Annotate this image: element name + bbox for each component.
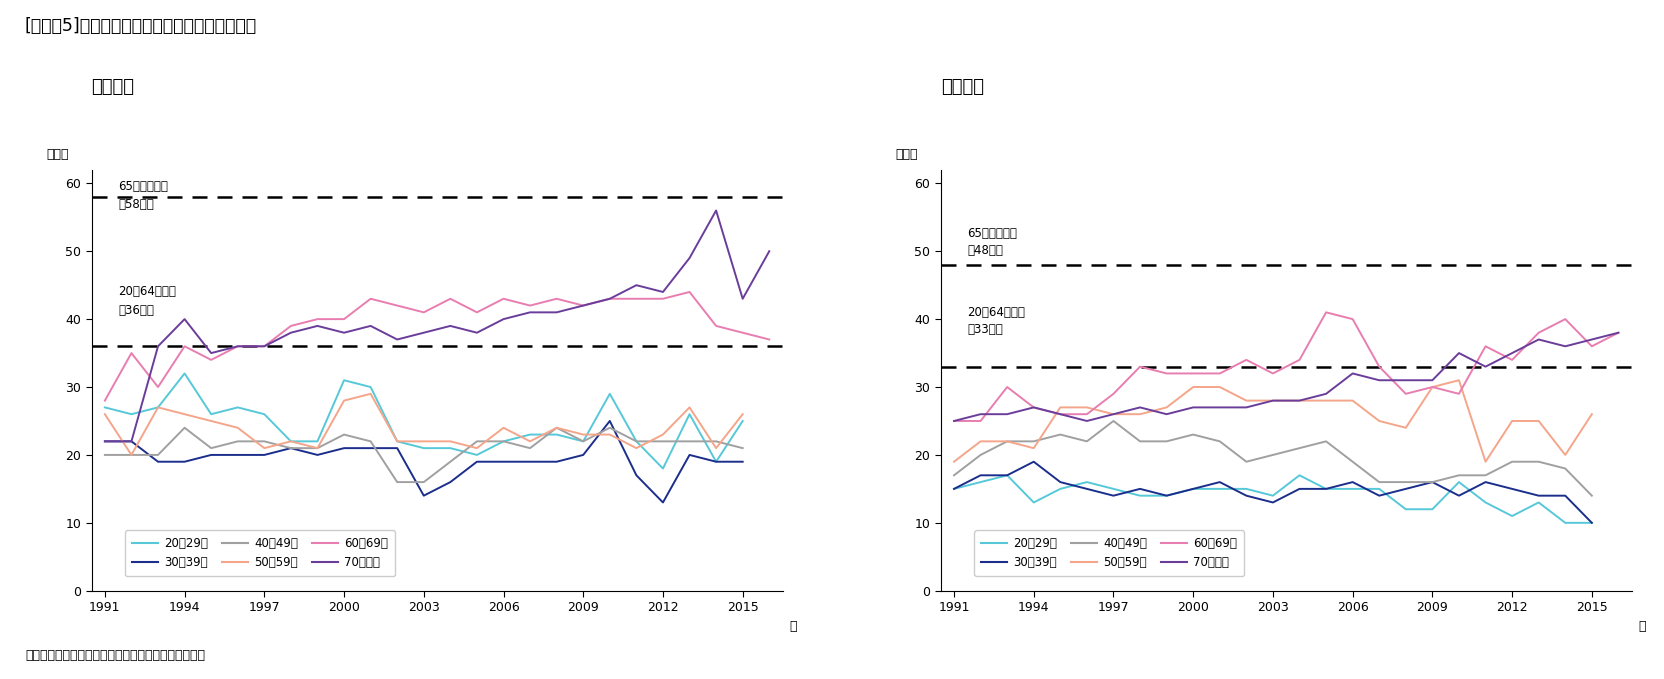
Text: （33％）: （33％） — [967, 323, 1002, 335]
Text: 65歳以上目標: 65歳以上目標 — [118, 180, 168, 193]
Text: 20～64歳目標: 20～64歳目標 — [118, 285, 176, 298]
Text: 65歳以上目標: 65歳以上目標 — [967, 227, 1017, 240]
Text: （36％）: （36％） — [118, 304, 155, 316]
Legend: 20～29歳, 30～39歳, 40～49歳, 50～59歳, 60～69歳, 70歳以上: 20～29歳, 30～39歳, 40～49歳, 50～59歳, 60～69歳, … — [973, 530, 1243, 576]
Legend: 20～29歳, 30～39歳, 40～49歳, 50～59歳, 60～69歳, 70歳以上: 20～29歳, 30～39歳, 40～49歳, 50～59歳, 60～69歳, … — [125, 530, 394, 576]
Text: 【男性】: 【男性】 — [92, 78, 135, 96]
Text: [図表－5]　「運動習慣のある者」の割合の推移: [図表－5] 「運動習慣のある者」の割合の推移 — [25, 17, 256, 35]
Text: 年: 年 — [1637, 620, 1646, 634]
Text: 年: 年 — [789, 620, 797, 634]
Text: （48％）: （48％） — [967, 244, 1003, 257]
Text: （58％）: （58％） — [118, 198, 153, 211]
Text: （％）: （％） — [47, 148, 70, 162]
Text: （％）: （％） — [895, 148, 919, 162]
Text: 【女性】: 【女性】 — [940, 78, 983, 96]
Text: （資料）厚生労働省「国民健康・栄養調査（各年）」: （資料）厚生労働省「国民健康・栄養調査（各年）」 — [25, 649, 205, 662]
Text: 20～64歳目標: 20～64歳目標 — [967, 306, 1025, 318]
